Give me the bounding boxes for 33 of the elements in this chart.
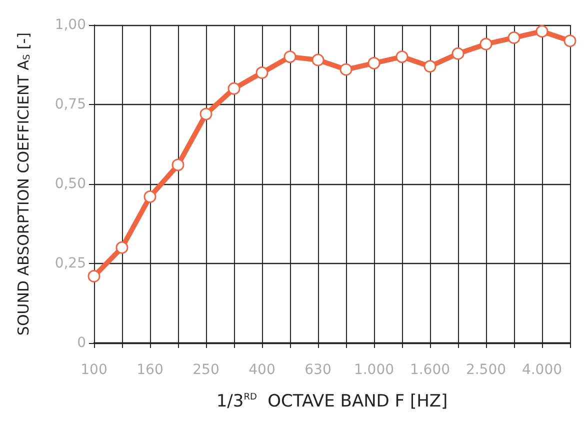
point <box>284 50 296 64</box>
x-tick-label: 400 <box>248 362 276 378</box>
point <box>88 270 100 282</box>
point <box>340 63 352 76</box>
y-tick-label: 0,75 <box>54 96 86 112</box>
point <box>368 56 380 70</box>
x-tick-label: 2.500 <box>466 362 506 378</box>
point <box>116 241 128 254</box>
point <box>452 47 464 60</box>
point <box>564 34 576 48</box>
point <box>228 82 240 95</box>
x-tick-label: 1.000 <box>354 362 394 378</box>
y-tick-label: 0,25 <box>54 256 86 272</box>
x-tick-label: 250 <box>192 362 220 378</box>
y-tick-label: 0 <box>77 335 86 351</box>
point <box>480 38 492 50</box>
point <box>508 31 520 44</box>
x-tick-label: 4.000 <box>522 362 562 378</box>
point <box>424 60 436 73</box>
point <box>396 50 408 64</box>
y-tick-label: 0,50 <box>54 176 86 192</box>
x-tick-label: 1.600 <box>410 362 450 378</box>
x-tick-label: 100 <box>80 362 108 378</box>
y-axis-title: SOUND ABSORPTION COEFFICIENT AS [-] <box>14 32 32 336</box>
point <box>200 108 212 120</box>
x-tick-label: 160 <box>136 362 164 378</box>
point <box>312 54 324 66</box>
y-tick-label: 1,00 <box>54 17 86 33</box>
point <box>536 25 548 38</box>
point <box>144 190 156 203</box>
point <box>256 66 268 79</box>
point <box>172 158 184 172</box>
x-tick-label: 630 <box>304 362 332 378</box>
